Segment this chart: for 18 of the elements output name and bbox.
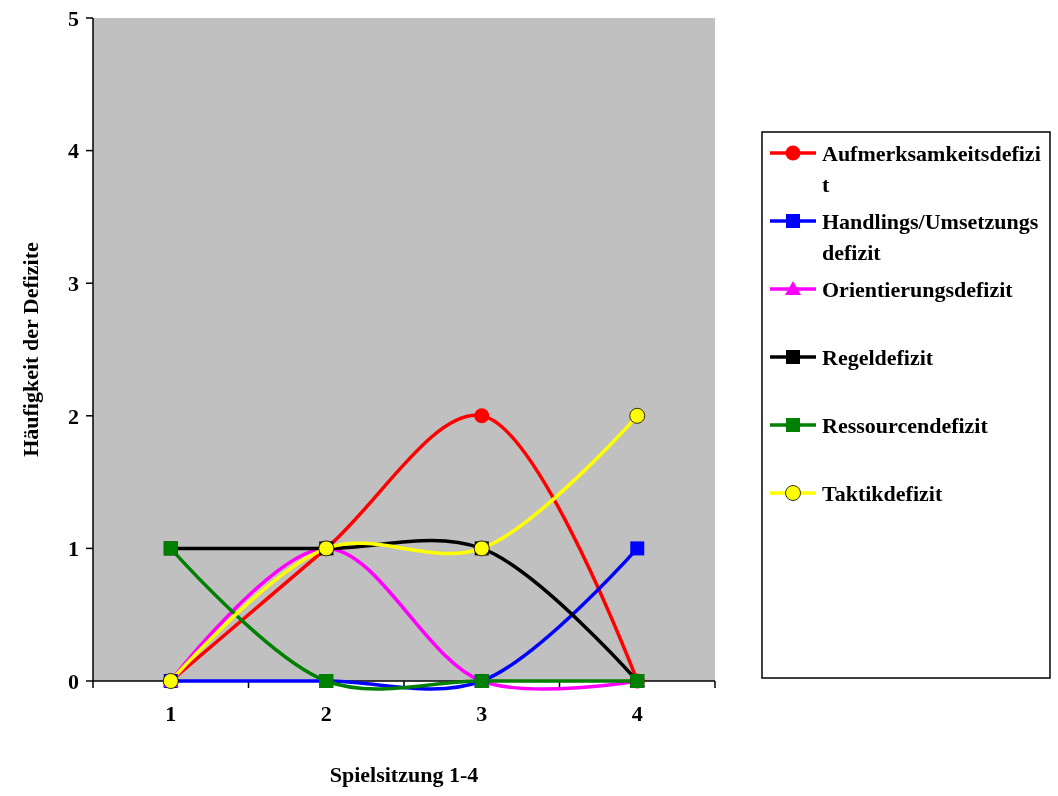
legend-label: Handlings/Umsetzungsdefizit (822, 209, 1039, 265)
legend-label: Aufmerksamkeitsdefizit (822, 141, 1041, 197)
y-tick-label: 1 (68, 536, 79, 562)
y-tick-label: 2 (68, 403, 79, 429)
y-tick-label: 5 (68, 5, 79, 31)
x-tick-label: 3 (476, 701, 488, 726)
x-axis-title: Spielsitzung 1-4 (329, 762, 479, 787)
legend-label: Orientierungsdefizit (822, 277, 1014, 302)
x-tick-label: 4 (631, 701, 643, 726)
y-axis-title: Häufigkeit der Defizite (18, 241, 43, 457)
x-tick-label: 2 (320, 701, 332, 726)
y-tick-label: 4 (68, 138, 79, 164)
x-tick-label: 1 (165, 701, 177, 726)
legend-label: Regeldefizit (822, 345, 934, 370)
y-tick-label: 3 (68, 270, 79, 296)
legend-label: Taktikdefizit (822, 481, 943, 506)
legend-label: Ressourcendefizit (822, 413, 989, 438)
y-tick-label: 0 (68, 668, 79, 694)
